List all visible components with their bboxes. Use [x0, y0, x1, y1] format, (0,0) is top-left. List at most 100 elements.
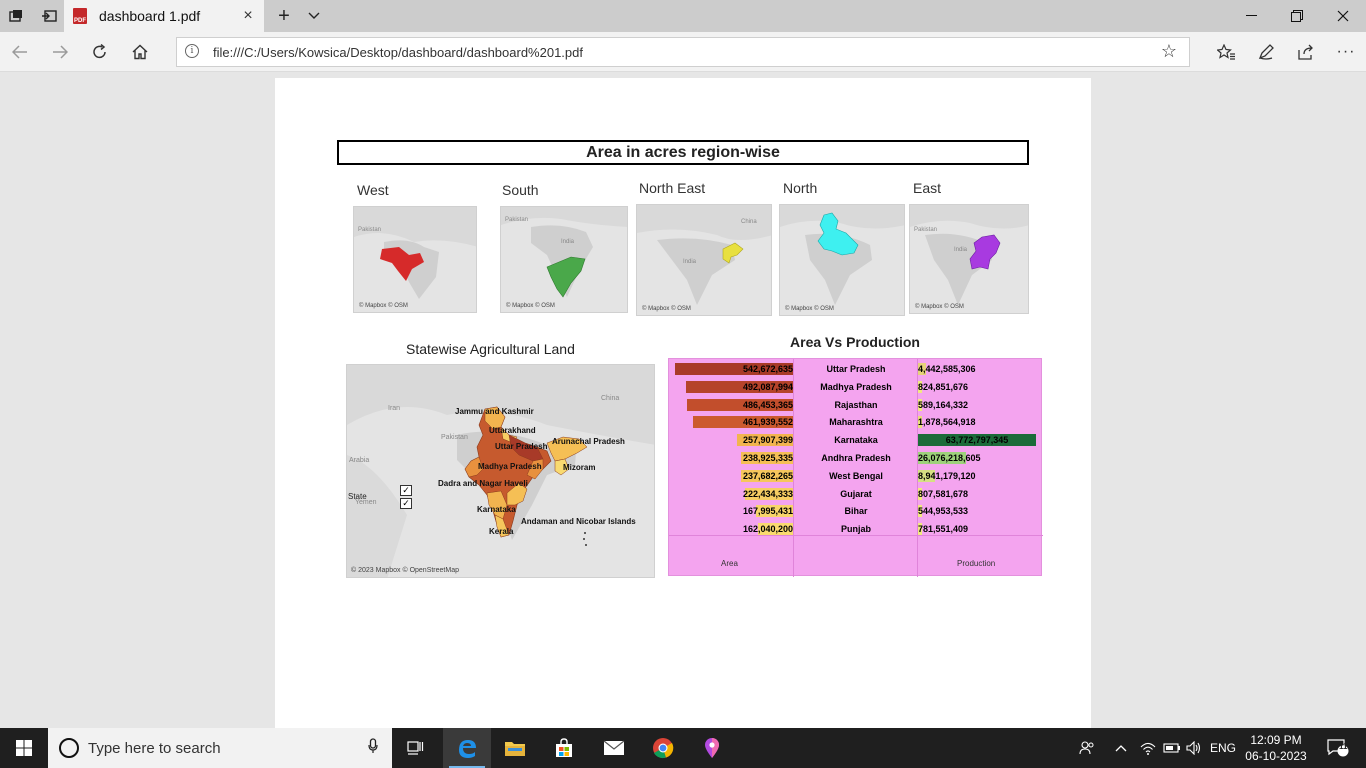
- table-row[interactable]: 162,040,200 Punjab 781,551,409: [669, 520, 1043, 538]
- production-bar[interactable]: [918, 434, 1036, 447]
- map-north-east[interactable]: China India © Mapbox © OSM: [636, 204, 772, 316]
- more-icon[interactable]: ···: [1336, 43, 1356, 60]
- notification-center-icon[interactable]: 11: [1318, 728, 1358, 768]
- area-bar[interactable]: [756, 505, 793, 518]
- state-label-madhya-pradesh[interactable]: Madhya Pradesh: [478, 462, 542, 471]
- taskbar-search[interactable]: Type here to search: [48, 728, 392, 768]
- volume-icon[interactable]: [1184, 728, 1206, 768]
- table-row[interactable]: 461,939,552 Maharashtra 1,878,564,918: [669, 413, 1043, 431]
- table-row[interactable]: 486,453,365 Rajasthan 589,164,332: [669, 396, 1043, 414]
- area-bar[interactable]: [737, 434, 793, 447]
- state-label-arunachal-pradesh[interactable]: Arunachal Pradesh: [552, 437, 625, 446]
- state-label-jammu-kashmir[interactable]: Jammu and Kashmir: [455, 407, 534, 416]
- input-language[interactable]: ENG: [1209, 741, 1236, 755]
- area-bar[interactable]: [741, 452, 793, 464]
- task-view-icon[interactable]: [392, 728, 440, 768]
- state-name: Uttar Pradesh: [826, 364, 886, 374]
- production-bar[interactable]: [918, 505, 922, 518]
- microphone-icon[interactable]: [368, 738, 378, 758]
- microsoft-store-icon[interactable]: [540, 728, 588, 768]
- state-label-uttar-pradesh[interactable]: Uttar Pradesh: [495, 442, 548, 451]
- pdf-page: Area in acres region-wise West Pakistan …: [275, 78, 1091, 728]
- production-bar[interactable]: [918, 398, 922, 411]
- file-explorer-icon[interactable]: [491, 728, 539, 768]
- url-text[interactable]: file:///C:/Users/Kowsica/Desktop/dashboa…: [213, 45, 583, 60]
- home-icon[interactable]: [126, 38, 154, 66]
- refresh-icon[interactable]: [86, 38, 114, 66]
- table-row[interactable]: 237,682,265 West Bengal 8,941,179,120: [669, 467, 1043, 485]
- pdf-viewer[interactable]: Area in acres region-wise West Pakistan …: [0, 72, 1366, 728]
- production-bar[interactable]: [918, 452, 966, 464]
- close-window-icon[interactable]: [1320, 0, 1366, 32]
- chevron-up-icon[interactable]: [1110, 728, 1132, 768]
- area-bar[interactable]: [687, 398, 793, 411]
- address-bar[interactable]: i file:///C:/Users/Kowsica/Desktop/dashb…: [176, 37, 1190, 67]
- legend-checkbox[interactable]: ✓: [400, 485, 412, 496]
- back-icon[interactable]: [6, 38, 34, 66]
- system-clock[interactable]: 12:09 PM 06-10-2023: [1236, 732, 1316, 764]
- state-label-kerala[interactable]: Kerala: [489, 527, 514, 536]
- area-bar[interactable]: [745, 487, 793, 500]
- production-bar[interactable]: [918, 416, 922, 429]
- pen-icon[interactable]: [1252, 38, 1280, 66]
- table-row[interactable]: 257,907,399 Karnataka 63,772,797,345: [669, 431, 1043, 449]
- state-label-dadra-nagar-haveli[interactable]: Dadra and Nagar Haveli: [438, 479, 528, 488]
- area-vs-production-title: Area Vs Production: [790, 334, 920, 350]
- share-icon[interactable]: [1292, 38, 1320, 66]
- axis-label-production: Production: [957, 559, 996, 568]
- forward-icon[interactable]: [46, 38, 74, 66]
- state-label-mizoram[interactable]: Mizoram: [563, 463, 596, 472]
- map-credit: © Mapbox © OSM: [359, 303, 408, 309]
- table-row[interactable]: 542,672,635 Uttar Pradesh 4,442,585,306: [669, 360, 1043, 378]
- notification-count: 11: [1339, 742, 1348, 751]
- map-south[interactable]: Pakistan India © Mapbox © OSM: [500, 206, 628, 313]
- state-label-andaman-nicobar[interactable]: Andaman and Nicobar Islands: [521, 517, 636, 526]
- state-label-karnataka[interactable]: Karnataka: [477, 505, 516, 514]
- edge-browser-icon[interactable]: [443, 728, 491, 768]
- navigation-bar: i file:///C:/Users/Kowsica/Desktop/dashb…: [0, 32, 1366, 72]
- chevron-down-icon[interactable]: [302, 0, 326, 32]
- chrome-icon[interactable]: [639, 728, 687, 768]
- area-bar[interactable]: [686, 380, 793, 393]
- area-bar[interactable]: [693, 416, 793, 429]
- map-west[interactable]: Pakistan © Mapbox © OSM: [353, 206, 477, 313]
- production-bar[interactable]: [918, 363, 926, 375]
- network-icon[interactable]: [1136, 728, 1160, 768]
- production-bar[interactable]: [918, 380, 922, 393]
- maps-pin-icon[interactable]: [688, 728, 736, 768]
- cortana-icon: [59, 738, 79, 758]
- state-label-uttarakhand[interactable]: Uttarakhand: [489, 426, 536, 435]
- geo-label-india: India: [561, 239, 575, 245]
- favorites-icon[interactable]: [1212, 38, 1240, 66]
- area-bar[interactable]: [741, 469, 793, 482]
- tab-dashboard-pdf[interactable]: PDF dashboard 1.pdf ×: [64, 0, 264, 32]
- mail-icon[interactable]: [590, 728, 638, 768]
- production-bar[interactable]: [918, 469, 935, 482]
- table-row[interactable]: 238,925,335 Andhra Pradesh 26,076,218,605: [669, 449, 1043, 467]
- map-east[interactable]: Pakistan India © Mapbox © OSM: [909, 204, 1029, 314]
- statewise-map[interactable]: Iran Pakistan China Arabia Yemen Jammu a…: [346, 364, 655, 578]
- production-bar[interactable]: [918, 487, 922, 500]
- restore-icon[interactable]: [1274, 0, 1320, 32]
- table-row[interactable]: 492,087,994 Madhya Pradesh 824,851,676: [669, 378, 1043, 396]
- area-vs-production-chart[interactable]: Area Production 542,672,635 Uttar Pradesh…: [668, 358, 1043, 577]
- tab-actions-icon[interactable]: [0, 0, 32, 32]
- table-row[interactable]: 222,434,333 Gujarat 807,581,678: [669, 485, 1043, 503]
- info-icon[interactable]: i: [185, 44, 199, 58]
- minimize-icon[interactable]: [1228, 0, 1274, 32]
- set-tabs-aside-icon[interactable]: [34, 0, 64, 32]
- map-north[interactable]: © Mapbox © OSM: [779, 204, 905, 316]
- people-icon[interactable]: [1074, 728, 1100, 768]
- battery-icon[interactable]: [1160, 728, 1184, 768]
- legend-checkbox[interactable]: ✓: [400, 498, 412, 509]
- area-bar[interactable]: [675, 363, 793, 375]
- area-bar[interactable]: [758, 523, 793, 536]
- favorite-star-icon[interactable]: ☆: [1160, 41, 1177, 61]
- windows-start-icon[interactable]: [0, 728, 48, 768]
- search-placeholder[interactable]: Type here to search: [88, 740, 221, 757]
- map-credit: © Mapbox © OSM: [506, 303, 555, 309]
- new-tab-icon[interactable]: +: [278, 4, 290, 27]
- table-row[interactable]: 167,995,431 Bihar 544,953,533: [669, 502, 1043, 520]
- close-tab-icon[interactable]: ×: [243, 7, 253, 24]
- production-bar[interactable]: [918, 523, 922, 536]
